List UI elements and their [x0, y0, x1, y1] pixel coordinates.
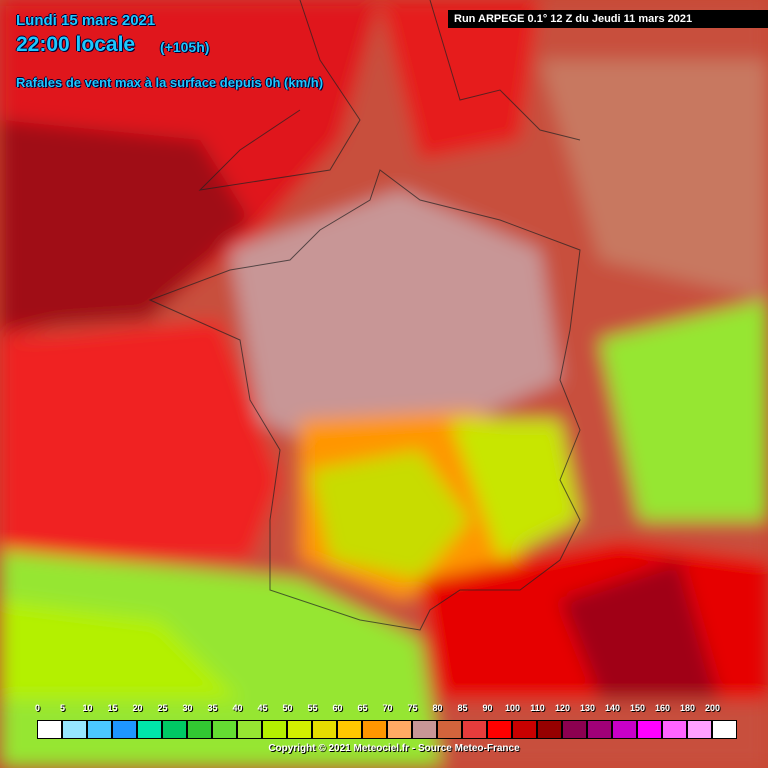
legend-label: 110 [530, 703, 545, 713]
legend-label: 200 [704, 703, 721, 713]
legend-swatch [462, 720, 487, 739]
legend-swatch [662, 720, 687, 739]
legend-label: 10 [82, 703, 93, 713]
legend-label: 50 [282, 703, 293, 713]
legend-swatch [37, 720, 62, 739]
legend-label: 30 [182, 703, 193, 713]
legend-swatch [337, 720, 362, 739]
legend-swatch [312, 720, 337, 739]
subtitle: Rafales de vent max à la surface depuis … [16, 75, 324, 90]
legend-swatch [612, 720, 637, 739]
local-time: 22:00 locale [16, 33, 136, 56]
legend-label: 160 [654, 703, 671, 713]
legend-swatch [637, 720, 662, 739]
legend-swatch [162, 720, 187, 739]
legend-swatch [687, 720, 712, 739]
legend-label: 55 [307, 703, 318, 713]
legend-swatch [487, 720, 512, 739]
copyright: Copyright © 2021 Meteociel.fr - Source M… [268, 743, 520, 754]
legend-swatch [512, 720, 537, 739]
legend-swatch [362, 720, 387, 739]
legend-label: 65 [357, 703, 368, 713]
legend-swatch [437, 720, 462, 739]
date: Lundi 15 mars 2021 [16, 12, 156, 29]
legend: 0 5 10 15 20 25 30 35 40 45 50 55 60 65 70 75 80 85 90 100 1… [35, 703, 737, 739]
legend-label: 100 [504, 703, 521, 713]
legend-swatch [712, 720, 737, 739]
legend-label: 60 [332, 703, 343, 713]
borders [148, 0, 581, 631]
legend-swatch [237, 720, 262, 739]
legend-swatch [87, 720, 112, 739]
legend-swatch [212, 720, 237, 739]
legend-label: 5 [59, 703, 65, 713]
legend-label: 75 [407, 703, 418, 713]
legend-swatch [587, 720, 612, 739]
run-info: Run ARPEGE 0.1° 12 Z du Jeudi 11 mars 20… [448, 10, 768, 28]
legend-label: 130 [579, 703, 596, 713]
legend-label: 45 [257, 703, 268, 713]
legend-swatch [137, 720, 162, 739]
legend-label: 180 [679, 703, 696, 713]
legend-swatch [262, 720, 287, 739]
legend-label: 85 [457, 703, 468, 713]
legend-swatch [287, 720, 312, 739]
legend-swatch [412, 720, 437, 739]
legend-swatch [537, 720, 562, 739]
legend-label: 35 [207, 703, 218, 713]
legend-swatch [112, 720, 137, 739]
legend-label: 90 [482, 703, 493, 713]
legend-label: 0 [34, 703, 40, 713]
legend-label: 150 [629, 703, 646, 713]
legend-label: 25 [157, 703, 168, 713]
legend-label: 20 [132, 703, 143, 713]
legend-swatch [387, 720, 412, 739]
legend-label: 15 [107, 703, 118, 713]
legend-label: 140 [604, 703, 621, 713]
legend-label: 80 [432, 703, 443, 713]
legend-swatch [187, 720, 212, 739]
legend-label: 40 [232, 703, 243, 713]
legend-label: 70 [382, 703, 393, 713]
legend-swatch [562, 720, 587, 739]
legend-label: 120 [554, 703, 571, 713]
legend-swatch [62, 720, 87, 739]
lead-time: (+105h) [160, 39, 210, 55]
